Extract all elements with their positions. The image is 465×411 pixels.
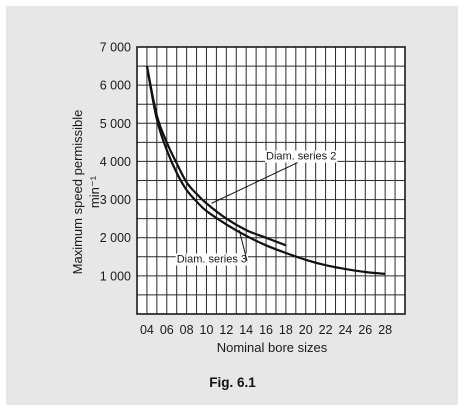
annotation-background	[265, 150, 338, 163]
x-tick-label: 16	[259, 323, 273, 337]
x-tick-label: 22	[319, 323, 333, 337]
axes: 1 000 2 000 3 000 4 000 5 000 6 000 7 000 04 06 0…	[100, 41, 392, 338]
x-tick-label: 18	[279, 323, 293, 337]
y-tick-label: 2 000	[100, 231, 131, 245]
y-tick-label: 5 000	[100, 117, 131, 131]
x-tick-label: 24	[338, 323, 352, 337]
annotation-leader-1	[211, 162, 298, 204]
x-tick-label: 28	[378, 323, 392, 337]
x-tick-label: 20	[299, 323, 313, 337]
y-tick-label: 3 000	[100, 193, 131, 207]
x-tick-label: 26	[358, 323, 372, 337]
series-group	[145, 65, 386, 275]
annotation-label-1: Diam. series 2	[266, 151, 336, 163]
figure-caption: Fig. 6.1	[209, 375, 256, 390]
annotation-label-2: Diam. series 3	[177, 254, 247, 266]
y-axis-label: Maximum speed permissible	[70, 110, 85, 275]
plot-frame	[136, 46, 406, 315]
y-tick-label: 4 000	[100, 155, 131, 169]
x-axis-label: Nominal bore sizes	[217, 340, 328, 355]
x-tick-label: 10	[200, 323, 214, 337]
annotations: Diam. series 2 Diam. series 3	[175, 150, 338, 266]
series-line-1	[145, 65, 287, 247]
series-line-2	[145, 65, 386, 275]
y-axis-unit: min⁻¹	[87, 175, 102, 208]
x-tick-label: 14	[239, 323, 253, 337]
x-tick-label: 12	[219, 323, 233, 337]
annotation-leader-2	[238, 229, 248, 261]
y-tick-label: 7 000	[100, 41, 131, 55]
x-tick-label: 08	[180, 323, 194, 337]
annotation-background	[175, 253, 249, 266]
x-tick-label: 04	[140, 323, 154, 337]
grid	[136, 46, 406, 315]
x-tick-label: 06	[160, 323, 174, 337]
y-tick-label: 6 000	[100, 79, 131, 93]
y-tick-label: 1 000	[100, 269, 131, 283]
